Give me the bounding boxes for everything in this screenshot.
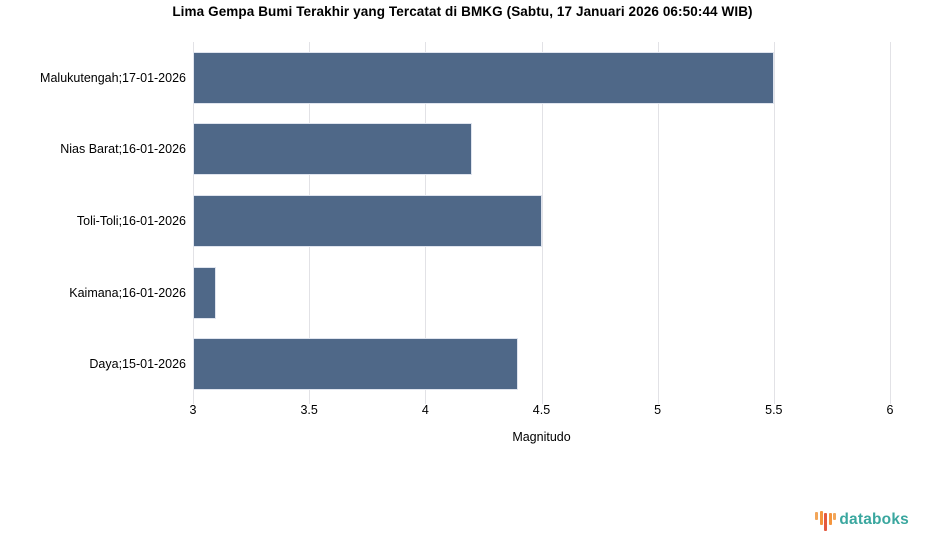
bar-row bbox=[193, 185, 890, 257]
y-axis-label: Toli-Toli;16-01-2026 bbox=[76, 213, 186, 228]
bar-row bbox=[193, 328, 890, 400]
bar-Malukutengah;17-01-2026 bbox=[193, 51, 774, 104]
x-tick-label-4.5: 4.5 bbox=[532, 403, 551, 417]
equalizer-bar bbox=[833, 512, 837, 520]
y-axis-label: Daya;15-01-2026 bbox=[89, 357, 186, 372]
x-tick-label-3.5: 3.5 bbox=[300, 403, 318, 417]
equalizer-bar bbox=[815, 512, 819, 520]
x-tick-label-4: 4 bbox=[421, 403, 429, 417]
y-axis-label: Kaimana;16-01-2026 bbox=[69, 285, 186, 300]
equalizer-bar bbox=[824, 513, 828, 531]
y-axis-label: Malukutengah;17-01-2026 bbox=[40, 70, 186, 85]
y-axis-label: Nias Barat;16-01-2026 bbox=[60, 142, 186, 157]
gridline-x-6 bbox=[890, 42, 891, 404]
bar-Nias Barat;16-01-2026 bbox=[193, 123, 472, 176]
databoks-logo-text: databoks bbox=[839, 511, 909, 528]
equalizer-bar bbox=[828, 513, 832, 525]
bar-row bbox=[193, 257, 890, 329]
x-axis-ticks: 3 3.5 4 4.5 5 5.5 6 bbox=[189, 403, 894, 419]
x-axis-title: Magnitudo bbox=[512, 430, 571, 444]
x-tick-label-3: 3 bbox=[189, 403, 197, 417]
bar-series bbox=[193, 42, 890, 400]
chart-title: Lima Gempa Bumi Terakhir yang Tercatat d… bbox=[172, 4, 753, 19]
bar-row bbox=[193, 114, 890, 186]
x-tick-label-5.5: 5.5 bbox=[765, 403, 783, 417]
gridline-x-4.5 bbox=[541, 42, 543, 404]
databoks-logo: databoks bbox=[815, 507, 909, 533]
bar-Toli-Toli;16-01-2026 bbox=[193, 194, 542, 247]
gridline-x-5.5 bbox=[773, 42, 775, 404]
plot-area bbox=[193, 42, 891, 404]
equalizer-bar bbox=[819, 511, 823, 525]
bar-Kaimana;16-01-2026 bbox=[193, 266, 217, 319]
y-axis-labels: Malukutengah;17-01-2026 Nias Barat;16-01-… bbox=[0, 42, 186, 400]
bar-Daya;15-01-2026 bbox=[193, 338, 519, 391]
gridline-x-5 bbox=[657, 42, 659, 404]
x-tick-label-5: 5 bbox=[654, 403, 662, 417]
equalizer-bars-icon bbox=[815, 508, 837, 532]
x-tick-label-6: 6 bbox=[886, 403, 894, 417]
bar-row bbox=[193, 42, 890, 114]
